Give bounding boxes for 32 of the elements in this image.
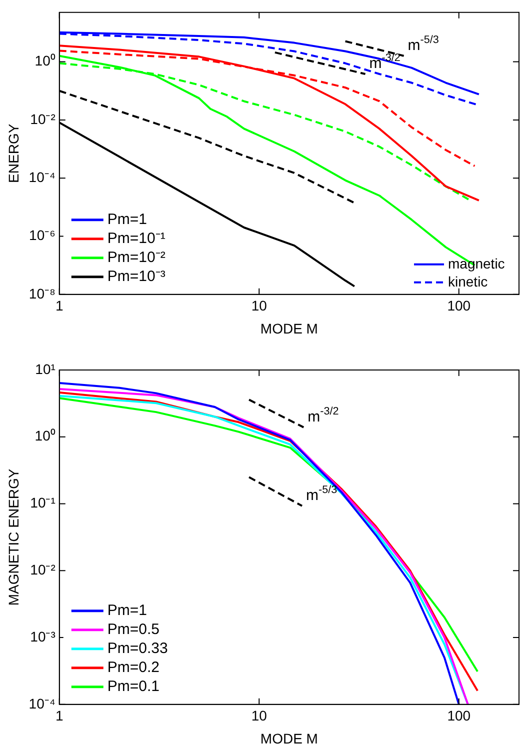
y-tick-label: 10⁻² (30, 110, 56, 127)
x-tick-label: 1 (55, 708, 64, 724)
legend-label: Pm=1 (107, 211, 147, 228)
annotation: magnetic (448, 255, 505, 272)
y-axis-title: MAGNETIC ENERGY (5, 468, 22, 606)
legend-label: Pm=0.1 (107, 678, 160, 696)
x-tick-label: 10 (251, 708, 268, 724)
x-axis-title: MODE M (260, 730, 318, 746)
x-tick-label: 10 (251, 298, 268, 314)
y-tick-label: 10⁻¹ (30, 494, 56, 511)
y-axis-title: ENERGY (5, 123, 22, 183)
x-tick-label: 100 (447, 708, 471, 724)
y-tick-label: 10⁻⁴ (28, 695, 56, 712)
legend-label: Pm=10⁻² (107, 249, 166, 266)
legend-label: Pm=0.33 (107, 640, 168, 658)
y-tick-label: 10¹ (35, 360, 56, 377)
y-tick-label: 10⁻⁸ (28, 285, 56, 302)
y-tick-label: 10⁻³ (30, 628, 56, 644)
x-axis-title: MODE M (260, 320, 318, 336)
y-tick-label: 10⁰ (34, 428, 56, 444)
annotation: kinetic (448, 273, 488, 290)
legend-label: Pm=10⁻³ (107, 268, 166, 286)
x-tick-label: 1 (55, 298, 64, 314)
y-tick-label: 10⁻⁶ (29, 227, 56, 244)
y-tick-label: 10⁰ (34, 52, 56, 69)
legend-label: Pm=10⁻¹ (107, 230, 166, 248)
legend-label: Pm=0.2 (107, 659, 160, 676)
legend-label: Pm=0.5 (107, 621, 160, 638)
y-tick-label: 10⁻⁴ (28, 168, 56, 185)
y-tick-label: 10⁻² (30, 562, 56, 578)
x-tick-label: 100 (447, 298, 471, 314)
legend-label: Pm=1 (107, 602, 147, 620)
